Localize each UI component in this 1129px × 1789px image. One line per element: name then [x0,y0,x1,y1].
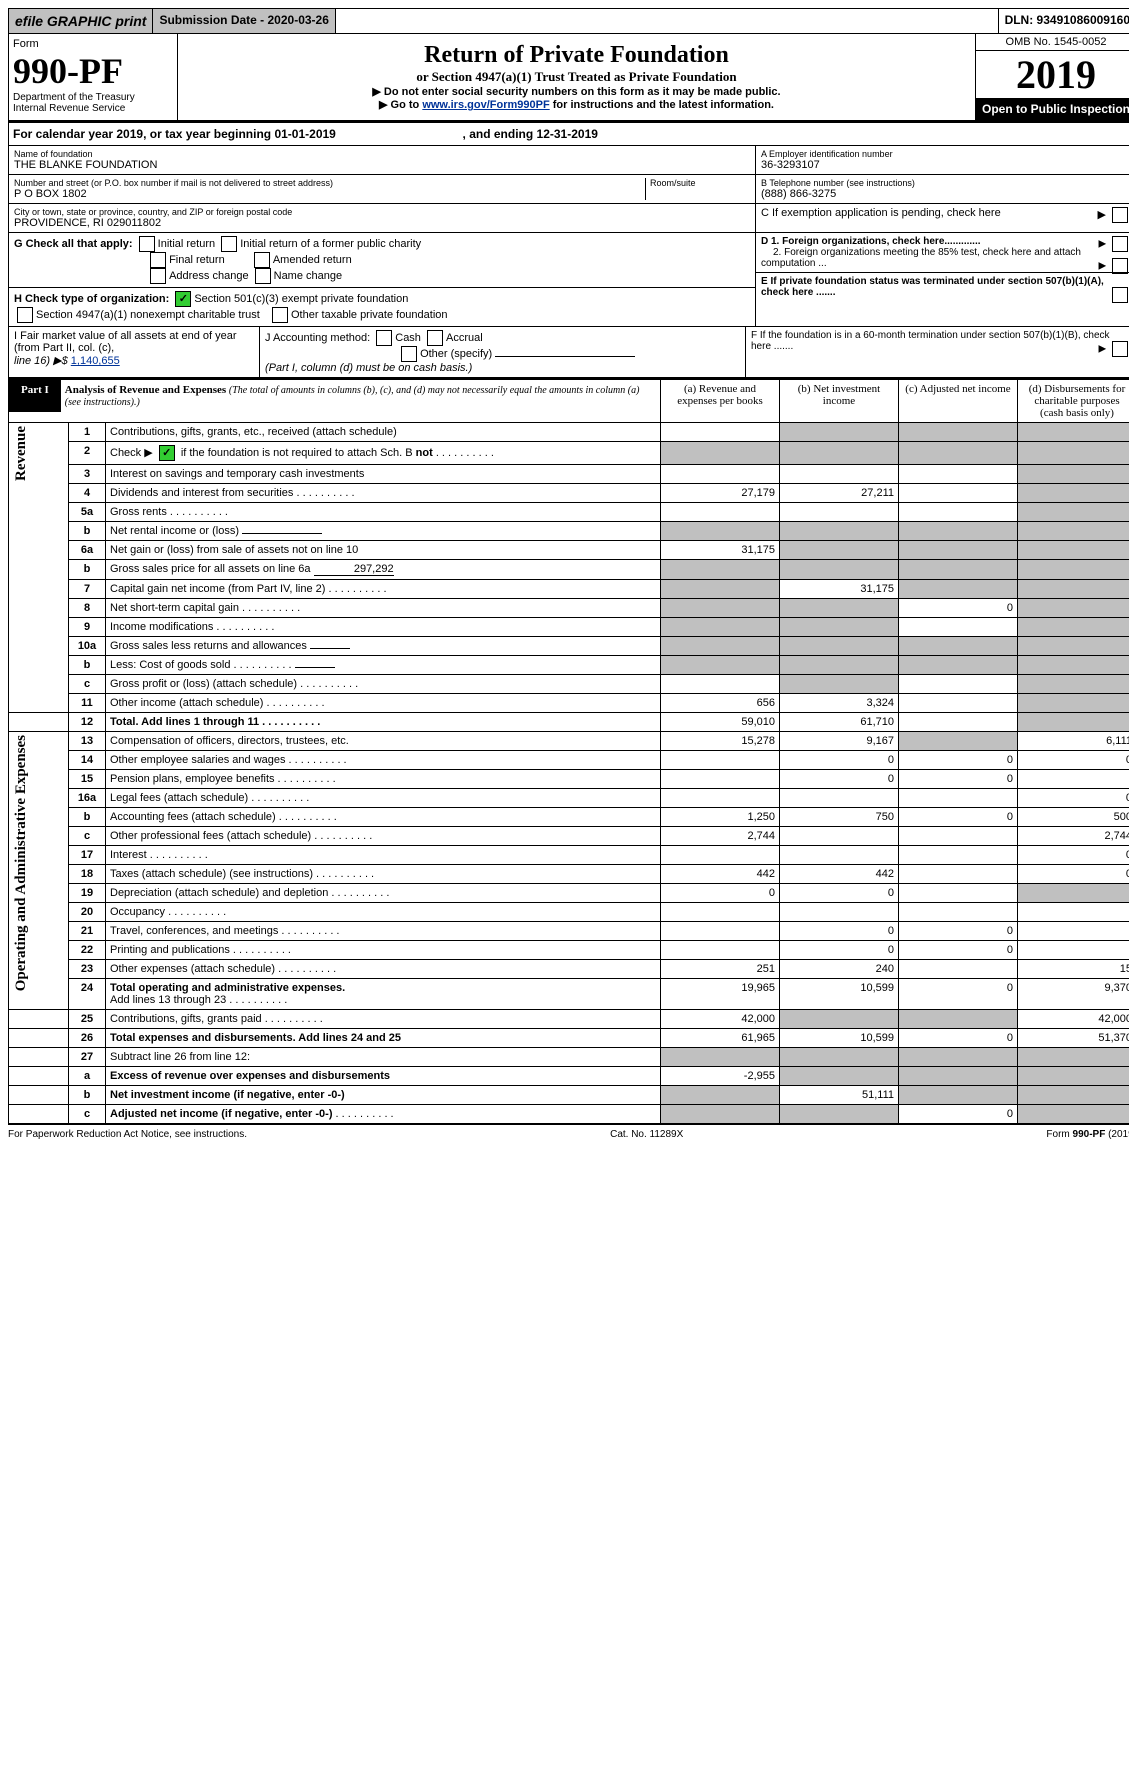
g-label: G Check all that apply: [14,238,133,250]
dln: DLN: 93491086009160 [999,9,1129,33]
footer-right: Form 990-PF (2019) [1046,1129,1129,1140]
footer-left: For Paperwork Reduction Act Notice, see … [8,1129,247,1140]
j-label: J Accounting method: [265,332,370,344]
submission-date-label: Submission Date - 2020-03-26 [153,9,335,33]
city-label: City or town, state or province, country… [14,207,750,217]
tax-year: 2019 [976,51,1129,98]
part1-tab: Part I [9,380,61,412]
form-header: Form 990-PF Department of the TreasuryIn… [8,34,1129,123]
e-checkbox[interactable] [1112,287,1128,303]
schb-checkbox[interactable] [159,445,175,461]
form-note2: ▶ Go to www.irs.gov/Form990PF for instru… [186,98,967,111]
d1-checkbox[interactable] [1112,236,1128,252]
calendar-year-row: For calendar year 2019, or tax year begi… [8,123,1129,146]
name-label: Name of foundation [14,149,750,159]
expenses-vlabel: Operating and Administrative Expenses [13,735,30,991]
part1-table: Part I Analysis of Revenue and Expenses … [8,379,1129,1124]
addr-change-checkbox[interactable] [150,268,166,284]
form-title: Return of Private Foundation [186,42,967,69]
form-label: Form [13,38,173,50]
part1-title: Analysis of Revenue and Expenses (The to… [61,380,660,412]
ein: 36-3293107 [761,159,1129,171]
i-label: I Fair market value of all assets at end… [14,330,237,354]
col-c: (c) Adjusted net income [899,380,1018,423]
efile-label: efile GRAPHIC print [9,9,153,33]
d1-label: D 1. Foreign organizations, check here..… [761,236,981,247]
name-change-checkbox[interactable] [255,268,271,284]
c-label: C If exemption application is pending, c… [761,207,1001,219]
form-note1: ▶ Do not enter social security numbers o… [186,85,967,98]
f-checkbox[interactable] [1112,341,1128,357]
dept-label: Department of the TreasuryInternal Reven… [13,92,173,114]
bottom-boxes: I Fair market value of all assets at end… [8,327,1129,379]
ein-label: A Employer identification number [761,149,1129,159]
501c3-checkbox[interactable] [175,291,191,307]
city: PROVIDENCE, RI 029011802 [14,217,750,229]
col-a: (a) Revenue and expenses per books [661,380,780,423]
h-label: H Check type of organization: [14,293,169,305]
final-checkbox[interactable] [150,252,166,268]
other-checkbox[interactable] [401,346,417,362]
revenue-vlabel: Revenue [13,426,30,481]
footer: For Paperwork Reduction Act Notice, see … [8,1124,1129,1144]
initial-checkbox[interactable] [139,236,155,252]
checks-block: G Check all that apply: Initial return I… [8,233,1129,327]
top-bar: efile GRAPHIC print Submission Date - 20… [8,8,1129,34]
accrual-checkbox[interactable] [427,330,443,346]
footer-center: Cat. No. 11289X [247,1129,1046,1140]
e-label: E If private foundation status was termi… [761,276,1104,298]
subdate-val: 2020-03-26 [268,13,329,27]
f-label: F If the foundation is in a 60-month ter… [751,330,1110,352]
cash-checkbox[interactable] [376,330,392,346]
initial-former-checkbox[interactable] [221,236,237,252]
tel-label: B Telephone number (see instructions) [761,178,1129,188]
other-taxable-checkbox[interactable] [272,307,288,323]
subdate-lbl: Submission Date - [159,13,267,27]
fmv-value: 1,140,655 [71,355,120,367]
c-checkbox[interactable] [1112,207,1128,223]
col-d: (d) Disbursements for charitable purpose… [1018,380,1129,423]
irs-link[interactable]: www.irs.gov/Form990PF [422,99,549,111]
j-note: (Part I, column (d) must be on cash basi… [265,362,472,374]
address: P O BOX 1802 [14,188,645,200]
addr-label: Number and street (or P.O. box number if… [14,178,645,188]
omb-number: OMB No. 1545-0052 [976,34,1129,51]
open-public: Open to Public Inspection [976,98,1129,120]
foundation-name: THE BLANKE FOUNDATION [14,159,750,171]
telephone: (888) 866-3275 [761,188,1129,200]
form-number: 990-PF [13,50,173,92]
amended-checkbox[interactable] [254,252,270,268]
col-b: (b) Net investment income [780,380,899,423]
info-block: Name of foundation THE BLANKE FOUNDATION… [8,146,1129,233]
room-label: Room/suite [650,178,750,188]
4947-checkbox[interactable] [17,307,33,323]
d2-label: 2. Foreign organizations meeting the 85%… [761,247,1081,269]
form-subtitle: or Section 4947(a)(1) Trust Treated as P… [186,69,967,85]
d2-checkbox[interactable] [1112,258,1128,274]
